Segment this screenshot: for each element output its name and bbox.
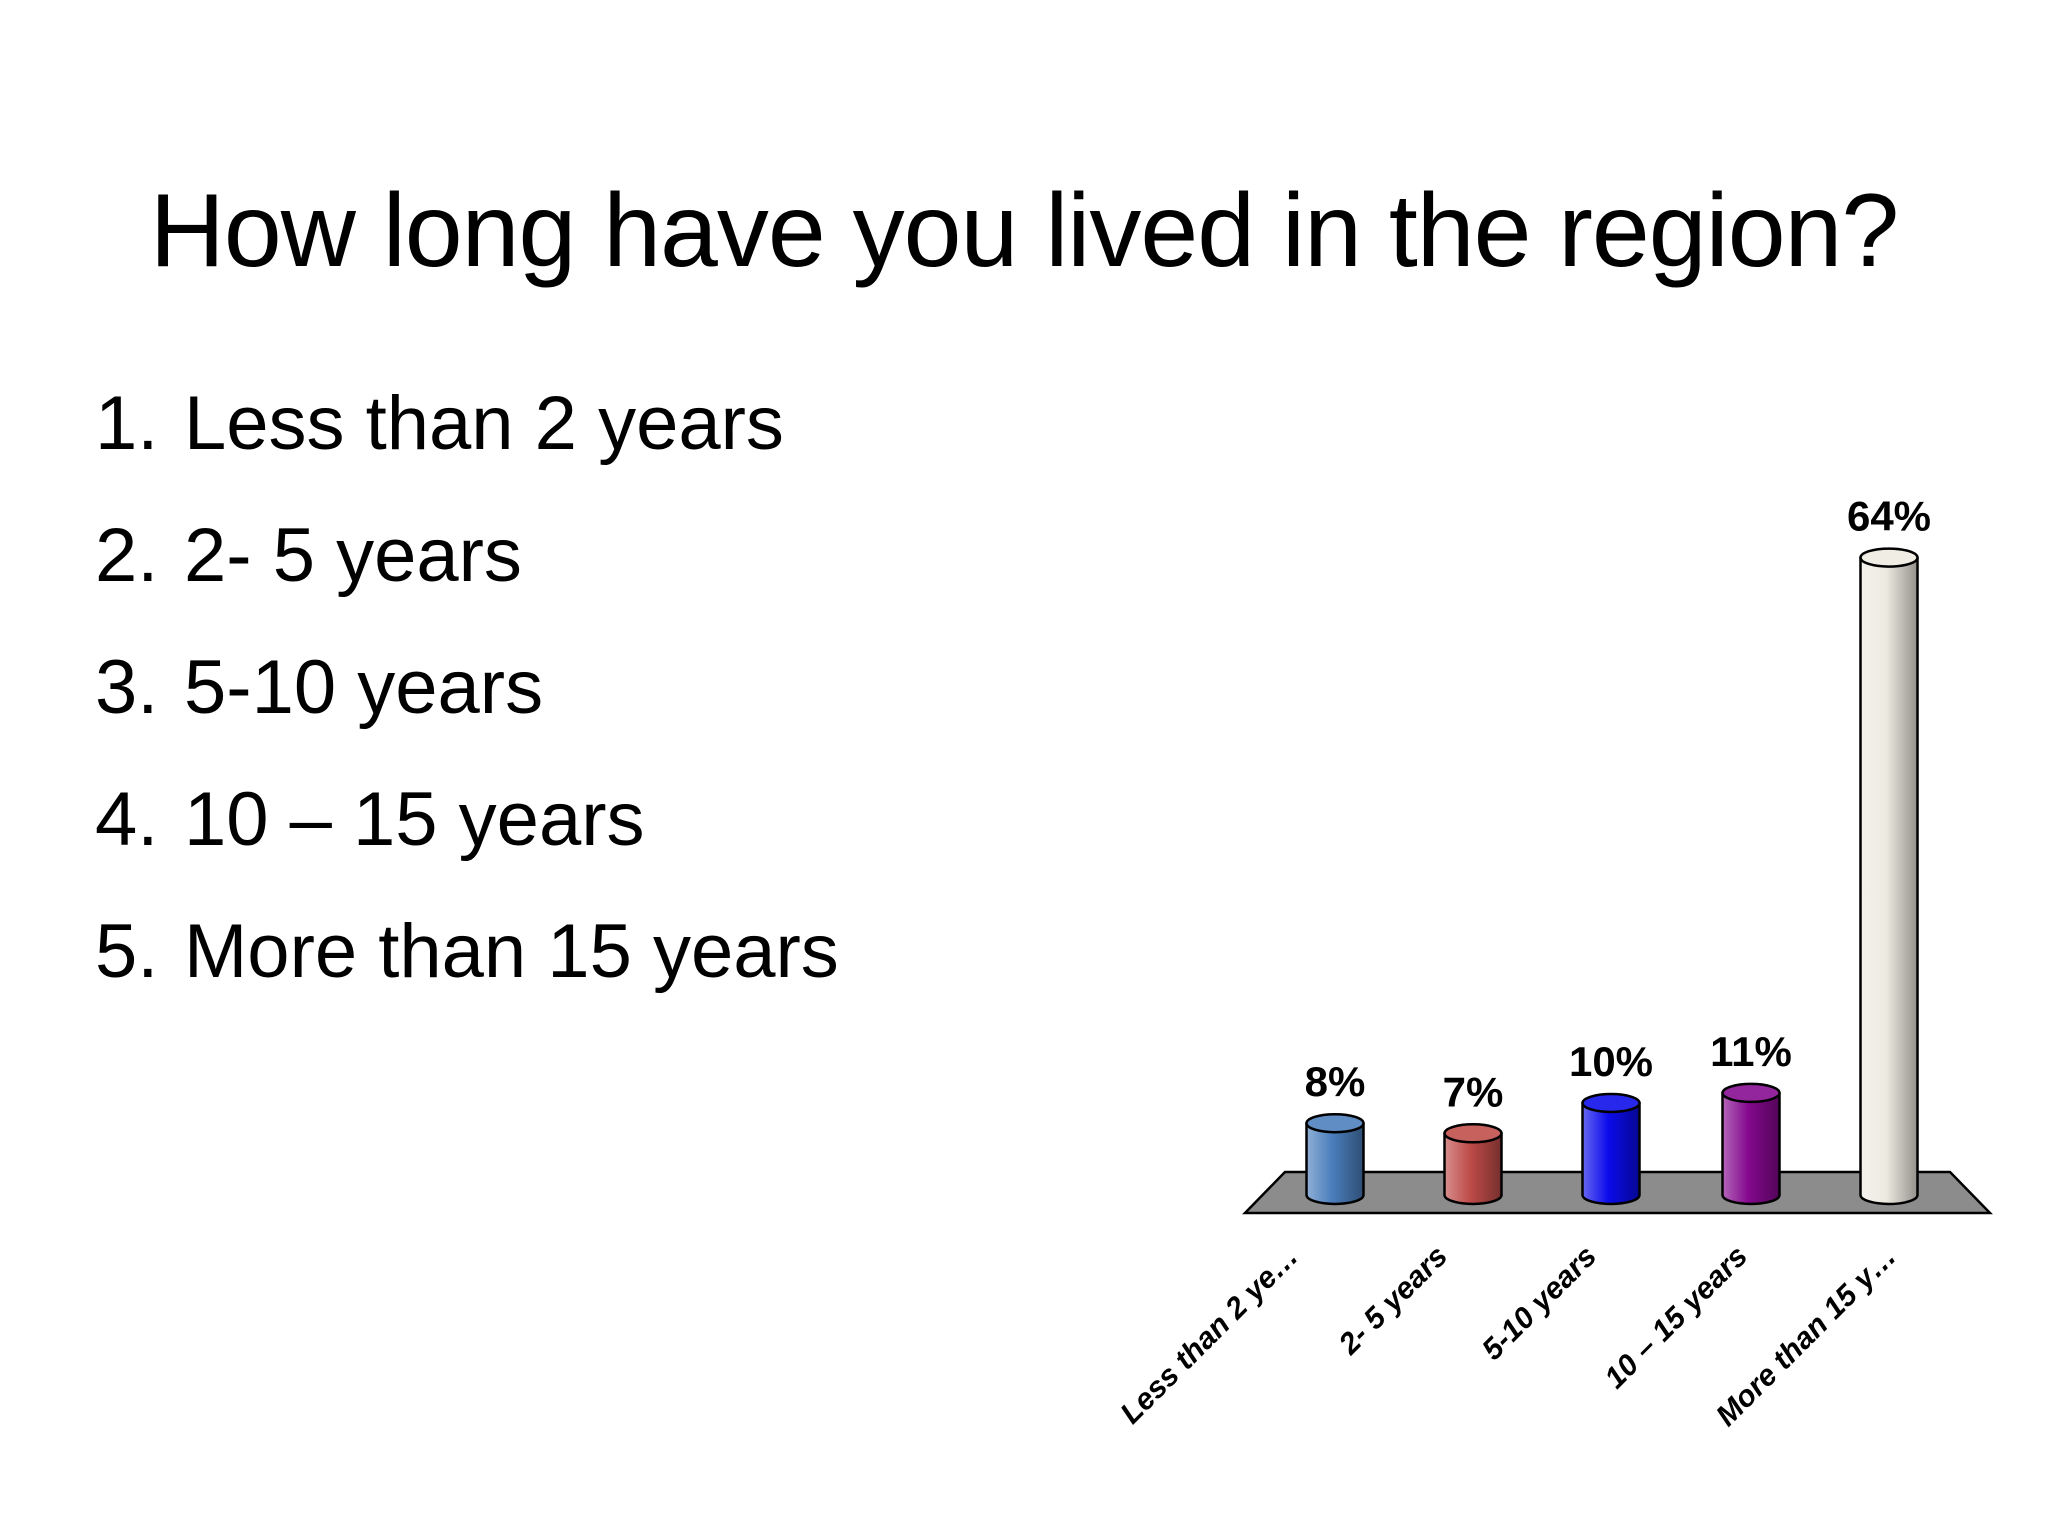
bar-cylinder-top-0 bbox=[1305, 1112, 1365, 1134]
item-number: 2. bbox=[95, 513, 159, 598]
item-number: 1. bbox=[95, 381, 159, 466]
item-number: 3. bbox=[95, 645, 159, 730]
chart: 8% Less than 2 ye… 7% 2- 5 years 10% 5-10 yea… bbox=[1114, 480, 2048, 1480]
bar-value-label-1: 7% bbox=[1443, 1068, 1504, 1115]
item-label: More than 15 years bbox=[184, 909, 839, 994]
bar-cylinder-top-3 bbox=[1721, 1082, 1781, 1104]
bar-tick-label-1: 2- 5 years bbox=[1332, 1240, 1454, 1362]
options-list: 1. Less than 2 years 2. 2- 5 years 3. 5-… bbox=[95, 384, 1055, 1044]
bar-tick-label-3: 10 – 15 years bbox=[1598, 1240, 1753, 1395]
bar-tick-label-0: Less than 2 ye… bbox=[1114, 1240, 1305, 1431]
item-label: Less than 2 years bbox=[184, 381, 784, 466]
item-number: 4. bbox=[95, 777, 159, 862]
bar-cylinder-top-1 bbox=[1443, 1123, 1503, 1144]
bar-cylinder-body-2 bbox=[1581, 1101, 1641, 1206]
slide-title: How long have you lived in the region? bbox=[149, 172, 1899, 289]
list-item: 2. 2- 5 years bbox=[95, 516, 1055, 596]
bar-cylinder-top-4 bbox=[1859, 547, 1919, 568]
bar-cylinder-top-2 bbox=[1581, 1092, 1641, 1114]
list-item: 5. More than 15 years bbox=[95, 912, 1055, 992]
bar-cylinder-body-3 bbox=[1721, 1091, 1781, 1206]
list-item: 1. Less than 2 years bbox=[95, 384, 1055, 464]
bar-value-label-3: 11% bbox=[1710, 1028, 1792, 1075]
item-label: 10 – 15 years bbox=[184, 777, 645, 862]
bar-cylinder-body-0 bbox=[1305, 1121, 1365, 1206]
bar-value-label-2: 10% bbox=[1569, 1038, 1653, 1085]
bar-value-label-4: 64% bbox=[1847, 493, 1931, 540]
item-label: 2- 5 years bbox=[184, 513, 522, 598]
item-label: 5-10 years bbox=[184, 645, 544, 730]
bar-value-label-0: 8% bbox=[1305, 1058, 1366, 1105]
bar-cylinder-body-4 bbox=[1859, 556, 1919, 1206]
item-number: 5. bbox=[95, 909, 159, 994]
list-item: 3. 5-10 years bbox=[95, 648, 1055, 728]
bar-tick-label-2: 5-10 years bbox=[1476, 1240, 1603, 1367]
bar-cylinder-body-1 bbox=[1443, 1132, 1503, 1206]
list-item: 4. 10 – 15 years bbox=[95, 780, 1055, 860]
chart-svg: 8% Less than 2 ye… 7% 2- 5 years 10% 5-10 yea… bbox=[1114, 493, 1993, 1433]
